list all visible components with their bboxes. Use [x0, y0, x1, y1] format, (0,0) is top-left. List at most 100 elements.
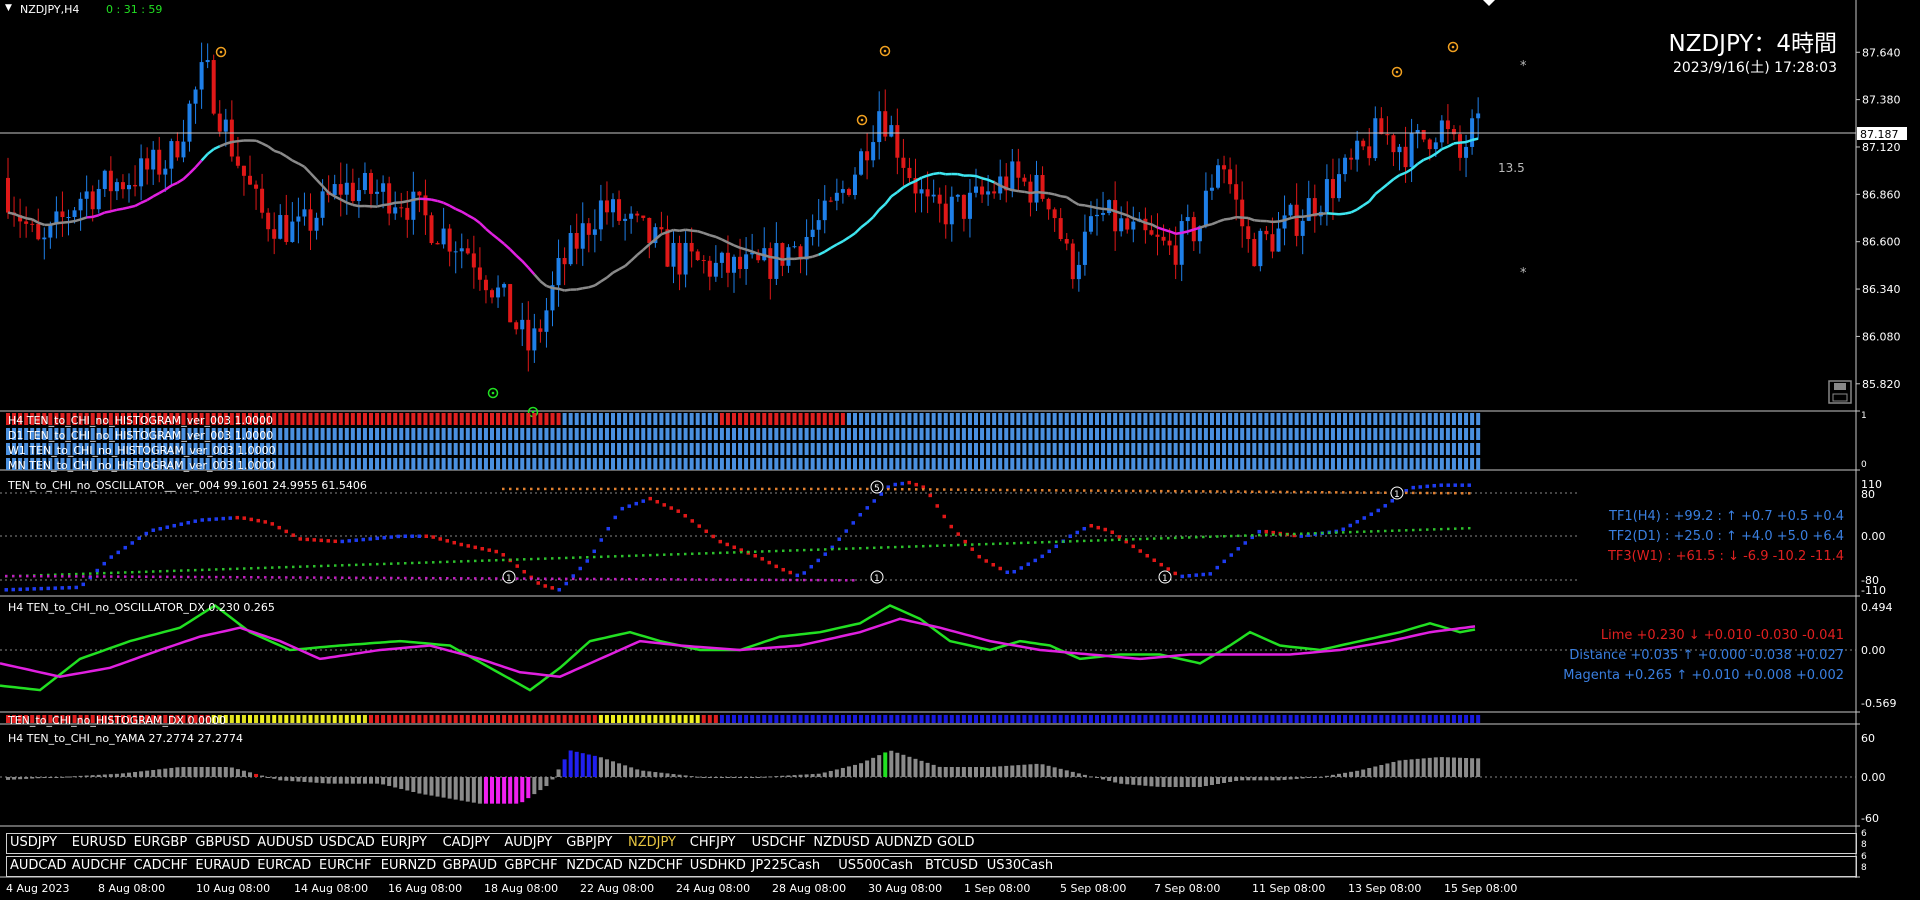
histogram-bar	[72, 413, 77, 425]
yama-bar	[90, 775, 95, 777]
yama-bar	[260, 775, 265, 777]
histogram-dx-bar	[24, 715, 29, 723]
symbol-tab-audjpy[interactable]: AUDJPY	[504, 835, 553, 850]
histogram-bar	[986, 413, 991, 425]
yama-bar	[1101, 777, 1106, 780]
oscillator-green-dot	[313, 564, 316, 568]
ma-segment	[975, 174, 983, 180]
histogram-bar	[1476, 413, 1481, 425]
symbol-tab-audnzd[interactable]: AUDNZD	[875, 835, 933, 850]
histogram-bar	[350, 428, 355, 440]
symbol-tab-nzdjpy[interactable]: NZDJPY	[628, 835, 676, 850]
ma-segment	[122, 206, 130, 210]
symbol-tab-audcad[interactable]: AUDCAD	[10, 858, 67, 873]
symbol-tab-usdcad[interactable]: USDCAD	[319, 835, 375, 850]
symbol-tab-cadchf[interactable]: CADCHF	[133, 858, 188, 873]
oscillator-orange-dot	[649, 487, 652, 491]
oscillator-green-dot	[222, 567, 225, 571]
symbol-tab-audchf[interactable]: AUDCHF	[71, 858, 127, 873]
oscillator-dot	[1117, 535, 1121, 539]
ma-segment	[642, 243, 651, 251]
candle-body	[90, 191, 95, 210]
histogram-bar	[248, 428, 252, 440]
symbol-tab-eurcad[interactable]: EURCAD	[257, 858, 312, 873]
symbol-tab-us30cash[interactable]: US30Cash	[986, 858, 1054, 873]
histogram-bar	[550, 413, 555, 425]
marker-asterisk-top: *	[1520, 59, 1527, 74]
candle-body	[738, 256, 743, 269]
oscillator-dot	[1082, 526, 1086, 531]
symbol-tab-eurgbp[interactable]: EURGBP	[133, 835, 188, 850]
symbol-tab-gbpjpy[interactable]: GBPJPY	[566, 835, 613, 850]
histogram-bar	[1228, 413, 1233, 425]
symbol-tab-gold[interactable]: GOLD	[937, 835, 975, 850]
symbol-tab-usdchf[interactable]: USDCHF	[751, 835, 806, 850]
chart-shift-marker-icon[interactable]	[1483, 0, 1495, 6]
histogram-bar	[955, 458, 960, 470]
candle-body	[223, 119, 228, 132]
candle-body	[937, 194, 942, 204]
ma-segment	[1024, 190, 1031, 195]
oscillator-dot	[284, 529, 288, 534]
symbol-tab-us500cash[interactable]: US500Cash	[838, 858, 913, 873]
histogram-bar	[907, 413, 912, 425]
histogram-bar	[653, 443, 658, 455]
symbol-tab-eurjpy[interactable]: EURJPY	[380, 835, 427, 850]
yama-bar	[1476, 758, 1481, 777]
histogram-bar	[235, 428, 240, 440]
symbol-tab-nzdchf[interactable]: NZDCHF	[628, 858, 683, 873]
candle-body	[641, 215, 646, 218]
histogram-bar	[762, 443, 767, 455]
symbol-tab-nzdusd[interactable]: NZDUSD	[813, 835, 870, 850]
oscillator-green-dot	[740, 550, 743, 554]
yama-bar	[369, 777, 373, 784]
histogram-bar	[84, 413, 89, 425]
time-tick-label: 10 Aug 08:00	[196, 882, 270, 895]
candle-body	[332, 184, 337, 196]
histogram-bar	[1034, 443, 1039, 455]
histogram-bar	[423, 428, 428, 440]
oscillator-orange-dot	[1020, 488, 1023, 492]
symbol-tab-eurnzd[interactable]: EURNZD	[380, 858, 437, 873]
oscillator-green-dot	[663, 553, 666, 556]
candle-body	[1113, 200, 1118, 232]
oscillator-orange-dot	[803, 487, 806, 491]
histogram-bar	[1415, 413, 1420, 425]
symbol-tab-eurchf[interactable]: EURCHF	[319, 858, 372, 873]
symbol-tab-usdjpy[interactable]: USDJPY	[10, 835, 58, 850]
symbol-tab-btcusd[interactable]: BTCUSD	[925, 858, 978, 873]
yama-axis-m60: -60	[1861, 812, 1879, 825]
symbol-tab-gbpaud[interactable]: GBPAUD	[442, 858, 498, 873]
oscillator-green-dot	[1237, 534, 1240, 538]
symbol-tab-eurusd[interactable]: EURUSD	[71, 835, 127, 850]
histogram-bar	[1040, 428, 1045, 440]
window-menu-icon[interactable]: ▼	[5, 3, 12, 13]
yama-bar	[169, 767, 174, 777]
histogram-bar	[1052, 428, 1057, 440]
histogram-bar	[496, 443, 501, 455]
symbol-tab-chfjpy[interactable]: CHFJPY	[689, 835, 736, 850]
oscillator-green-dot	[817, 548, 820, 551]
oscillator-green-dot	[159, 570, 162, 573]
symbol-tab-audusd[interactable]: AUDUSD	[257, 835, 314, 850]
histogram-bar	[1034, 458, 1039, 470]
symbol-tab-euraud[interactable]: EURAUD	[195, 858, 251, 873]
histogram-bar	[84, 458, 89, 470]
symbol-tab-gbpusd[interactable]: GBPUSD	[195, 835, 250, 850]
ma-segment	[1084, 204, 1092, 208]
ma-segment	[297, 162, 306, 168]
symbol-tab-cadjpy[interactable]: CADJPY	[442, 835, 490, 850]
histogram-bar	[1379, 413, 1384, 425]
symbol-tab-nzdcad[interactable]: NZDCAD	[566, 858, 623, 873]
save-icon[interactable]	[1828, 380, 1852, 404]
histogram-bar	[496, 413, 501, 425]
symbol-tab-usdhkd[interactable]: USDHKD	[689, 858, 746, 873]
histogram-bar	[834, 443, 839, 455]
oscillator-magenta-dot	[306, 576, 309, 579]
oscillator-magenta-dot	[719, 578, 722, 581]
histogram-bar	[925, 443, 930, 455]
oscillator-green-dot	[327, 564, 330, 568]
symbol-tab-gbpchf[interactable]: GBPCHF	[504, 858, 558, 873]
symbol-tab-jp225cash[interactable]: JP225Cash	[751, 858, 821, 873]
